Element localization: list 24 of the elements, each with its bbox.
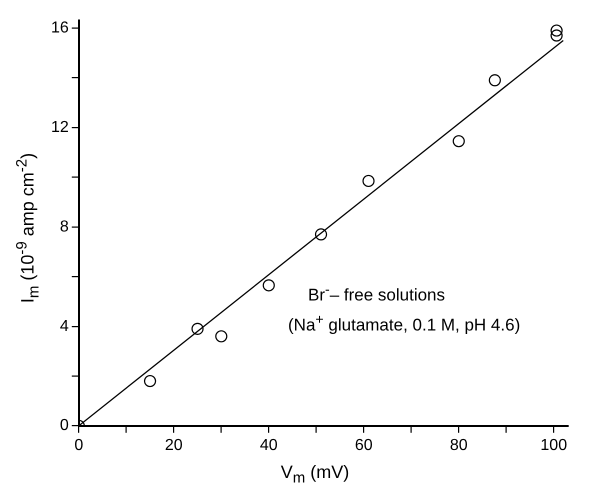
- point: [452, 135, 465, 148]
- x-tick-label: 80: [450, 436, 468, 454]
- y-tick-label: 12: [51, 118, 69, 136]
- x-tick-label: 40: [260, 436, 278, 454]
- point: [362, 174, 375, 188]
- point: [550, 24, 563, 37]
- point: [314, 228, 328, 240]
- y-tick-label: 4: [60, 318, 69, 335]
- y-tick-label: 0: [60, 417, 69, 434]
- point: [215, 330, 228, 342]
- x-tick-label: 0: [74, 436, 84, 454]
- y-tick-label: 16: [51, 19, 69, 36]
- x-tick-label: 100: [540, 436, 568, 454]
- point: [144, 374, 156, 388]
- y-tick-label: 8: [60, 218, 69, 236]
- x-tick-label: 20: [164, 436, 183, 454]
- annotation: Br$^{-}$– free solutions: [308, 281, 446, 307]
- point: [262, 279, 275, 292]
- point: [191, 322, 204, 335]
- x-tick-label: 60: [354, 436, 373, 454]
- point: [550, 29, 563, 42]
- x-axis-title: V$_{m}$ (mV): [280, 462, 350, 487]
- annotation: (Na$^{+}$ glutamate, 0.1 M, pH 4.6): [288, 310, 520, 336]
- point: [488, 74, 501, 86]
